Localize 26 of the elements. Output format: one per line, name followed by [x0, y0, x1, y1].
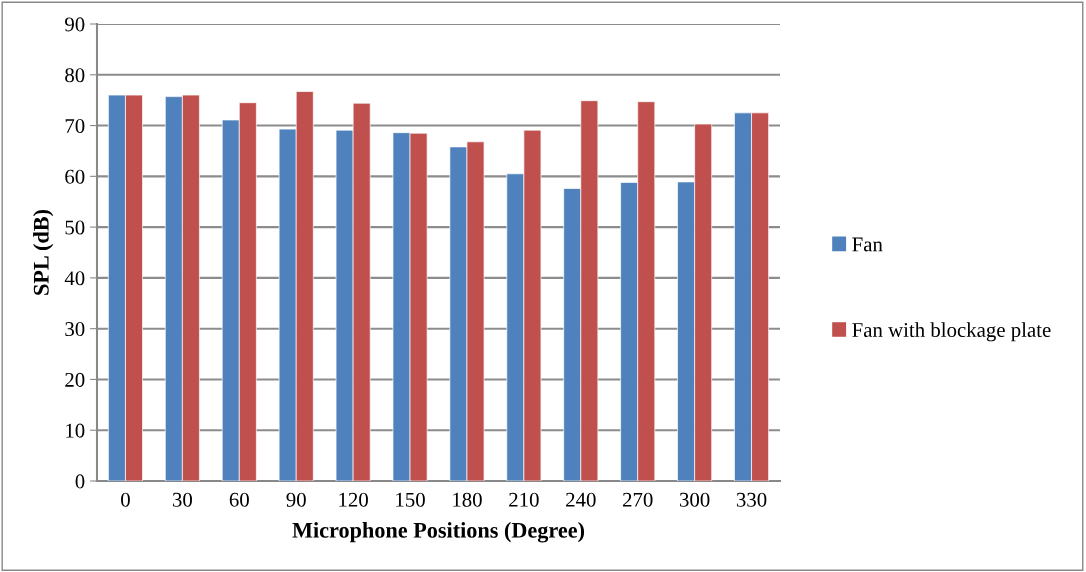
x-tick-label: 210 [509, 492, 539, 507]
x-tick-label: 330 [736, 492, 767, 507]
y-tick-label: 80 [65, 68, 85, 83]
x-tick-label: 240 [566, 492, 596, 507]
y-tick-label: 0 [75, 474, 85, 489]
x-tick-label: 270 [623, 492, 653, 507]
x-tick-label: 300 [680, 492, 710, 507]
x-tick-label: 0 [121, 492, 130, 507]
y-tick-label: 30 [65, 322, 85, 337]
x-axis-title: Microphone Positions (Degree) [292, 522, 585, 543]
y-tick-label: 90 [65, 17, 85, 32]
y-tick-label: 60 [65, 169, 85, 184]
legend-label: Fan [852, 237, 883, 252]
x-tick-label: 90 [286, 492, 306, 507]
y-axis-title: SPL (dB) [33, 209, 54, 295]
y-tick-label: 50 [65, 220, 85, 235]
x-tick-label: 120 [339, 492, 368, 507]
y-tick-label: 70 [65, 118, 85, 133]
y-tick-label: 40 [64, 271, 85, 286]
y-tick-label: 10 [66, 423, 85, 438]
x-tick-label: 180 [453, 492, 482, 507]
x-tick-label: 30 [172, 492, 192, 507]
x-tick-label: 60 [229, 492, 249, 507]
x-tick-label: 150 [396, 492, 425, 507]
y-tick-label: 20 [65, 372, 85, 387]
legend-label: Fan with blockage plate [852, 322, 1051, 342]
